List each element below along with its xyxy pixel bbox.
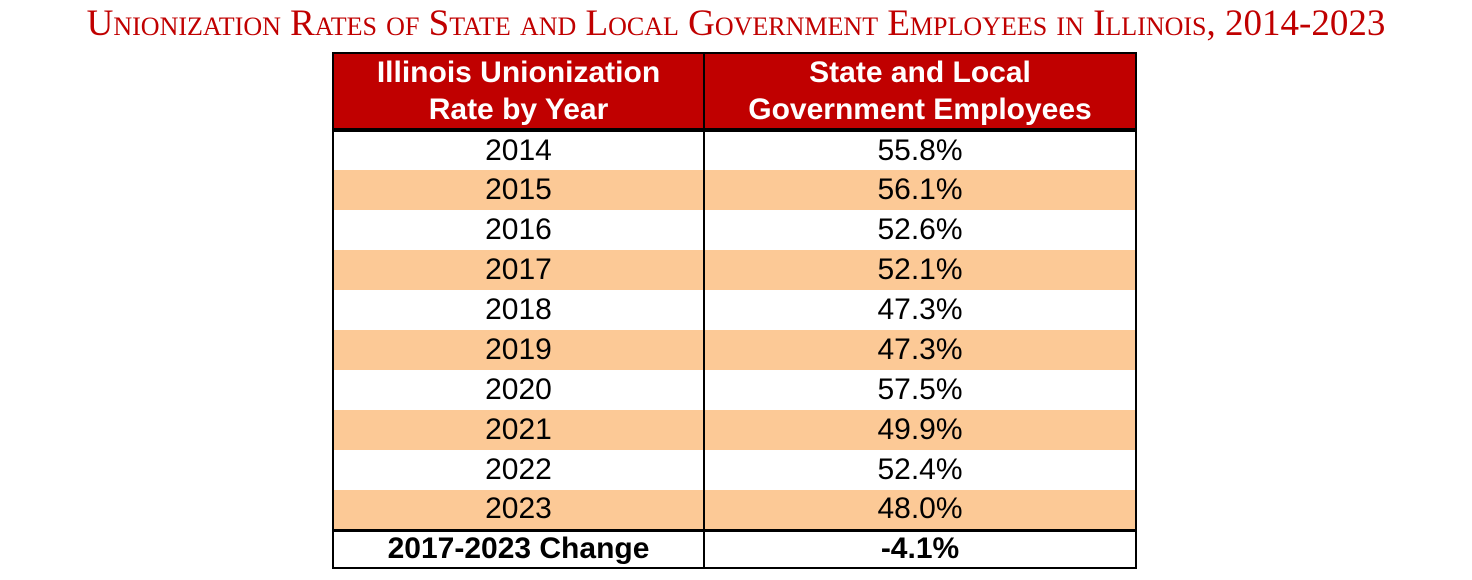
table-row-2021: 2021 49.9%	[333, 410, 1136, 450]
value-cell: 47.3%	[703, 290, 1136, 330]
table-row-2023: 2023 48.0%	[333, 490, 1136, 530]
unionization-table: Illinois Unionization Rate by Year State…	[332, 52, 1137, 569]
page-title: Unionization Rates of State and Local Go…	[86, 3, 1386, 44]
table-row-2017: 2017 52.1%	[333, 250, 1136, 290]
change-value-cell: -4.1%	[703, 528, 1136, 568]
column-header-value-line1: State and Local	[809, 56, 1031, 89]
year-cell: 2019	[333, 330, 704, 370]
table-row-2016: 2016 52.6%	[333, 210, 1136, 250]
year-cell: 2018	[333, 290, 704, 330]
year-cell: 2015	[333, 170, 704, 210]
year-cell: 2017	[333, 250, 704, 290]
table-header-row: Illinois Unionization Rate by Year State…	[333, 53, 1136, 132]
year-cell: 2014	[333, 130, 704, 170]
column-header-value: State and Local Government Employees	[703, 53, 1136, 132]
value-cell: 48.0%	[703, 490, 1136, 530]
table-row-2014: 2014 55.8%	[333, 130, 1136, 170]
column-header-value-line2: Government Employees	[748, 93, 1092, 126]
value-cell: 52.4%	[703, 450, 1136, 490]
table-row-2022: 2022 52.4%	[333, 450, 1136, 490]
column-header-year-line1: Illinois Unionization	[376, 56, 661, 89]
table-row-2018: 2018 47.3%	[333, 290, 1136, 330]
value-cell: 49.9%	[703, 410, 1136, 450]
year-cell: 2021	[333, 410, 704, 450]
table-row-2015: 2015 56.1%	[333, 170, 1136, 210]
table-row-2020: 2020 57.5%	[333, 370, 1136, 410]
column-header-year-line2: Rate by Year	[428, 93, 609, 126]
year-cell: 2020	[333, 370, 704, 410]
value-cell: 57.5%	[703, 370, 1136, 410]
table-row-change-summary: 2017-2023 Change -4.1%	[333, 528, 1136, 568]
year-cell: 2022	[333, 450, 704, 490]
value-cell: 52.6%	[703, 210, 1136, 250]
change-label-cell: 2017-2023 Change	[333, 528, 704, 568]
value-cell: 47.3%	[703, 330, 1136, 370]
value-cell: 52.1%	[703, 250, 1136, 290]
table-row-2019: 2019 47.3%	[333, 330, 1136, 370]
value-cell: 56.1%	[703, 170, 1136, 210]
value-cell: 55.8%	[703, 130, 1136, 170]
year-cell: 2016	[333, 210, 704, 250]
year-cell: 2023	[333, 490, 704, 530]
column-header-year: Illinois Unionization Rate by Year	[333, 53, 704, 132]
